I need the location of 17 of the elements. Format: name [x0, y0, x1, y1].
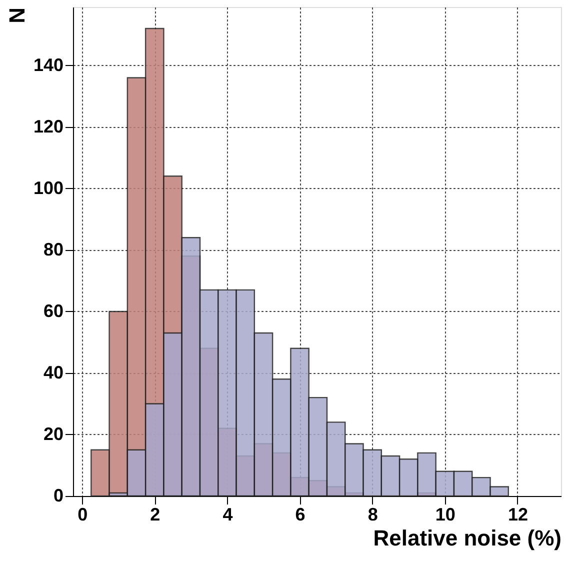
x-tick-label: 0: [78, 504, 88, 524]
y-tick-label: 60: [43, 300, 64, 321]
x-tick-label: 2: [150, 504, 160, 524]
x-tick-label: 12: [508, 504, 528, 524]
y-tick-label: 40: [43, 362, 64, 382]
y-tick-label: 120: [33, 116, 64, 136]
x-tick-label: 8: [368, 504, 378, 524]
y-tick-label: 80: [43, 239, 64, 260]
y-tick-label: 140: [33, 54, 64, 75]
x-tick-label: 6: [295, 504, 306, 524]
y-tick-label: 100: [33, 178, 64, 198]
y-tick-label: 0: [53, 486, 64, 506]
x-tick-label: 4: [222, 504, 233, 524]
x-tick-label: 10: [435, 504, 456, 524]
y-tick-label: 20: [43, 424, 64, 444]
x-axis-title: Relative noise (%): [373, 526, 562, 550]
y-axis-title: N: [4, 8, 30, 24]
